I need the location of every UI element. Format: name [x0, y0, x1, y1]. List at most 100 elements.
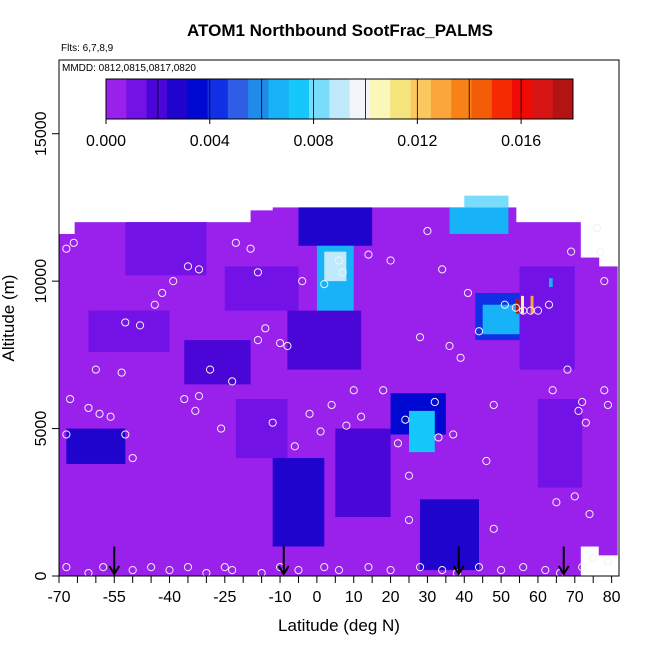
sample-point	[275, 338, 285, 348]
colorbar-tick-label: 0.008	[294, 133, 334, 150]
sample-point	[541, 566, 550, 575]
colorbar-swatch	[512, 79, 533, 119]
sample-point	[334, 566, 344, 575]
sample-point	[320, 563, 329, 572]
sample-point	[401, 415, 410, 424]
sample-point	[500, 300, 509, 309]
sample-point	[194, 392, 204, 401]
chart-title: ATOM1 Northbound SootFrac_PALMS	[187, 21, 493, 40]
heatmap-cell	[88, 310, 170, 352]
sample-point	[128, 566, 137, 575]
x-tick-label: 0	[312, 589, 321, 606]
colorbar-swatch	[451, 79, 472, 119]
sample-point	[438, 265, 447, 274]
sample-point	[261, 324, 270, 333]
sample-point	[316, 427, 325, 436]
heatmap-cell	[515, 298, 521, 314]
y-axis: 0 5000 10000 15000	[33, 111, 60, 580]
heatmap-cells	[59, 195, 618, 576]
sample-point	[386, 256, 395, 265]
sample-point	[191, 406, 200, 415]
sample-point	[563, 365, 572, 374]
colorbar-swatch	[126, 79, 148, 119]
sample-point	[519, 563, 528, 572]
x-tick-label: -40	[158, 589, 181, 606]
sample-point	[489, 524, 498, 533]
x-tick-label: 50	[492, 589, 510, 606]
heatmap-cell	[184, 340, 251, 385]
colorbar-swatch	[390, 79, 411, 119]
sample-point	[415, 563, 425, 572]
sample-point	[62, 244, 71, 253]
sample-point	[482, 456, 491, 466]
sample-points	[62, 223, 613, 576]
sample-point	[65, 394, 75, 404]
heatmap-cell	[530, 295, 534, 314]
sample-point	[253, 268, 263, 277]
heatmap-area	[59, 195, 618, 576]
sample-point	[298, 277, 307, 286]
sample-point	[603, 400, 613, 410]
y-tick-label: 15000	[33, 111, 50, 156]
heatmap-column	[493, 207, 517, 576]
sample-point	[463, 288, 473, 298]
sample-point	[228, 377, 237, 386]
colorbar-swatch	[187, 79, 208, 119]
x-tick-label: 20	[382, 589, 400, 606]
sample-point	[596, 247, 605, 256]
y-axis-label: Altitude (m)	[0, 275, 18, 362]
sample-point	[246, 244, 255, 253]
sample-point	[511, 303, 520, 312]
x-tick-label: -10	[268, 589, 291, 606]
colorbar: 0.000 0.004 0.008 0.012 0.016	[86, 78, 574, 150]
sample-point	[84, 568, 93, 576]
colorbar-tick-label: 0.004	[190, 133, 230, 150]
y-tick-label: 0	[33, 571, 50, 580]
colorbar-swatch	[268, 79, 290, 119]
colorbar-frame	[105, 78, 574, 120]
sample-point	[474, 327, 484, 336]
heatmap-column	[580, 257, 600, 547]
colorbar-swatch	[532, 79, 554, 119]
colorbar-swatch	[227, 79, 249, 119]
heatmap-column	[598, 266, 618, 556]
heatmap-cell	[537, 399, 583, 488]
colorbar-swatch	[491, 79, 513, 119]
heatmap-column	[74, 222, 99, 576]
sample-point	[220, 563, 229, 572]
sample-point	[268, 418, 277, 427]
sample-point	[180, 394, 189, 404]
heatmap-cell	[298, 207, 373, 246]
sample-point	[585, 509, 594, 519]
sample-point	[567, 247, 576, 256]
sample-point	[84, 403, 93, 413]
heatmap-column	[250, 210, 274, 576]
heatmap-cell	[335, 428, 391, 518]
heatmap-cell	[519, 266, 575, 370]
sample-point	[570, 492, 579, 501]
sample-point	[294, 566, 303, 575]
sample-point	[592, 223, 601, 233]
sample-point	[434, 433, 443, 442]
sample-point	[423, 226, 432, 236]
sample-point	[533, 306, 543, 315]
sample-point	[489, 400, 498, 410]
x-tick-label: 10	[345, 589, 363, 606]
sample-point	[99, 563, 108, 572]
colorbar-swatch	[369, 79, 391, 119]
heatmap-cell	[324, 251, 347, 282]
heatmap-column	[206, 222, 229, 576]
sample-point	[357, 412, 366, 421]
sample-point	[445, 341, 454, 351]
sample-point	[290, 442, 299, 451]
sample-point	[231, 238, 240, 247]
sample-point	[430, 397, 439, 407]
sample-point	[578, 397, 587, 407]
sample-point	[552, 498, 561, 507]
sample-point	[589, 554, 598, 563]
sample-point	[147, 563, 156, 572]
sample-point	[327, 400, 336, 410]
x-tick-label: 40	[455, 589, 473, 606]
flights-label: Flts: 6,7,8,9	[61, 43, 114, 54]
